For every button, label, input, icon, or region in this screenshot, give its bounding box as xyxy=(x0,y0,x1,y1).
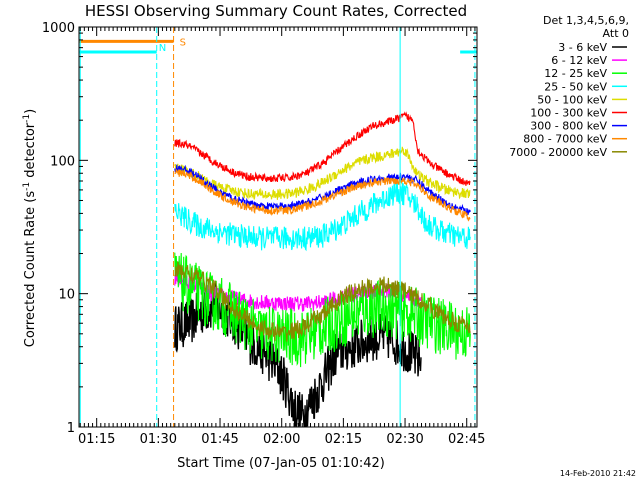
footer-timestamp: 14-Feb-2010 21:42 xyxy=(560,469,636,478)
axis-layer: 01:15 01:30 01:45 02:00 02:15 02:30 02:45 1 10 10… xyxy=(42,21,486,447)
legend-label: 800 - 7000 keV xyxy=(523,133,607,146)
series-line xyxy=(174,169,471,222)
chart-title: HESSI Observing Summary Count Rates, Cor… xyxy=(85,2,467,20)
y-axis-label-end: ) xyxy=(23,109,38,114)
x-tick-label: 01:15 xyxy=(78,432,115,447)
y-axis-label-sup2: -1 xyxy=(22,114,32,123)
legend-label: 25 - 50 keV xyxy=(544,80,607,93)
legend-label: 12 - 25 keV xyxy=(544,67,607,80)
series-100-to-300keV-kev xyxy=(174,111,471,186)
legend-entry: 3 - 6 keV xyxy=(558,41,627,54)
series-line xyxy=(174,164,471,216)
legend-entry: 300 - 800 keV xyxy=(530,120,627,133)
y-axis-label-mid: detector xyxy=(23,122,38,182)
legend-header: Det 1,3,4,5,6,9, xyxy=(543,14,629,27)
legend-entry: 25 - 50 keV xyxy=(544,80,627,93)
series-25-to-50keV-kev xyxy=(174,180,471,252)
x-tick-label: 02:45 xyxy=(448,432,485,447)
y-tick-label: 10 xyxy=(58,288,75,303)
y-axis-label-sup1: -1 xyxy=(22,182,32,191)
legend-label: 6 - 12 keV xyxy=(551,54,607,67)
series-layer xyxy=(174,111,471,427)
x-tick-label: 02:30 xyxy=(386,432,423,447)
x-axis-label: Start Time (07-Jan-05 01:10:42) xyxy=(177,456,385,471)
y-axis-label-main: Corrected Count Rate (s xyxy=(23,191,38,348)
series-800-to-7000keV-kev xyxy=(174,169,471,222)
series-line xyxy=(174,261,471,342)
x-tick-label: 02:00 xyxy=(263,432,300,447)
legend-header: Att 0 xyxy=(603,27,629,40)
legend-entry: 12 - 25 keV xyxy=(544,67,627,80)
legend-label: 7000 - 20000 keV xyxy=(509,146,607,159)
y-axis-label: Corrected Count Rate (s-1 detector-1) xyxy=(22,109,38,347)
y-tick-label: 1000 xyxy=(42,21,75,36)
legend-label: 50 - 100 keV xyxy=(537,93,607,106)
legend-label: 300 - 800 keV xyxy=(530,120,607,133)
legend-entry: 6 - 12 keV xyxy=(551,54,627,67)
y-tick-label: 100 xyxy=(50,154,75,169)
x-tick-label: 01:45 xyxy=(201,432,238,447)
legend-entry: 800 - 7000 keV xyxy=(523,133,627,146)
series-line xyxy=(174,111,471,186)
marker-label-n: N xyxy=(159,43,166,54)
series-12-to-25keV-kev xyxy=(174,252,471,368)
series-7000-to-20000keV-kev xyxy=(174,261,471,342)
series-300-to-800keV-kev xyxy=(174,164,471,216)
x-tick-label: 01:30 xyxy=(140,432,177,447)
y-tick-label: 1 xyxy=(67,421,75,436)
marker-label-s: S xyxy=(180,37,186,48)
marker-layer: SN xyxy=(79,27,477,427)
x-tick-label: 02:15 xyxy=(325,432,362,447)
legend-entry: 50 - 100 keV xyxy=(537,93,627,106)
legend-entry: 100 - 300 keV xyxy=(530,107,627,120)
legend-label: 100 - 300 keV xyxy=(530,107,607,120)
legend-label: 3 - 6 keV xyxy=(558,41,607,54)
legend-entry: 7000 - 20000 keV xyxy=(509,146,627,159)
series-line xyxy=(174,180,471,252)
series-line xyxy=(174,252,471,368)
